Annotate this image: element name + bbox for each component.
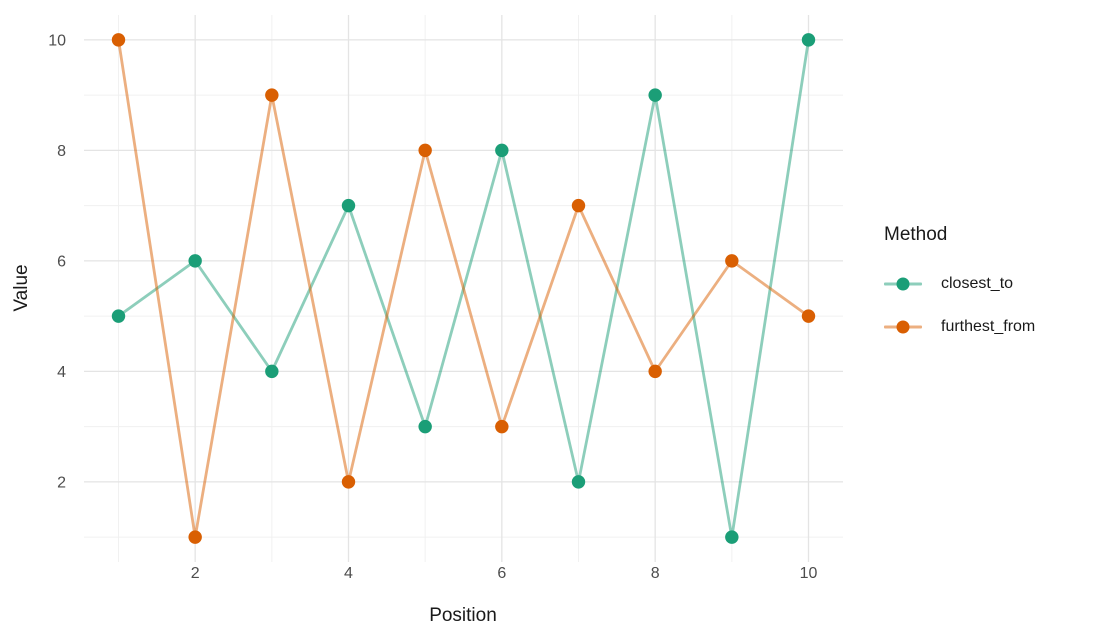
- legend-key-dot: [896, 320, 910, 333]
- legend-key-dot: [896, 277, 910, 290]
- x-tick-label: 2: [191, 565, 200, 582]
- y-tick-label: 6: [57, 253, 66, 270]
- data-point-furthest_from: [495, 419, 509, 434]
- x-tick-label: 8: [651, 565, 660, 582]
- data-point-closest_to: [648, 88, 662, 102]
- data-point-closest_to: [188, 254, 202, 268]
- x-tick-label: 6: [497, 565, 506, 582]
- x-tick-label: 10: [800, 565, 818, 582]
- data-point-closest_to: [801, 33, 816, 47]
- legend-label: furthest_from: [941, 317, 1036, 335]
- data-point-closest_to: [111, 309, 126, 323]
- data-point-furthest_from: [111, 33, 126, 47]
- y-axis-title: Value: [11, 264, 32, 312]
- data-point-furthest_from: [418, 143, 432, 158]
- data-point-furthest_from: [648, 364, 662, 379]
- legend-label: closest_to: [941, 274, 1014, 292]
- data-point-furthest_from: [265, 88, 279, 102]
- data-point-furthest_from: [725, 254, 739, 268]
- y-tick-label: 10: [48, 32, 66, 49]
- data-point-closest_to: [725, 530, 739, 544]
- data-point-furthest_from: [341, 475, 356, 489]
- data-point-furthest_from: [188, 530, 202, 544]
- y-tick-label: 2: [57, 474, 66, 491]
- data-point-closest_to: [418, 419, 432, 434]
- legend: Method closest_to furthest_from: [884, 224, 1035, 348]
- legend-entry-closest-to: closest_to: [884, 262, 1035, 305]
- data-point-closest_to: [571, 475, 586, 489]
- legend-key-line-dot-icon: [884, 317, 922, 337]
- legend-title: Method: [884, 224, 948, 245]
- legend-entry-furthest-from: furthest_from: [884, 305, 1035, 348]
- series-line-furthest_from: [117, 39, 810, 539]
- data-point-closest_to: [495, 143, 509, 158]
- data-point-closest_to: [265, 364, 279, 379]
- data-point-furthest_from: [801, 309, 816, 323]
- x-axis-title: Position: [429, 605, 497, 626]
- x-tick-label: 4: [344, 565, 353, 582]
- legend-key-line-dot-icon: [884, 274, 922, 294]
- data-point-furthest_from: [571, 198, 586, 213]
- y-tick-label: 4: [57, 364, 66, 381]
- y-tick-label: 8: [57, 143, 66, 160]
- data-point-closest_to: [341, 198, 356, 213]
